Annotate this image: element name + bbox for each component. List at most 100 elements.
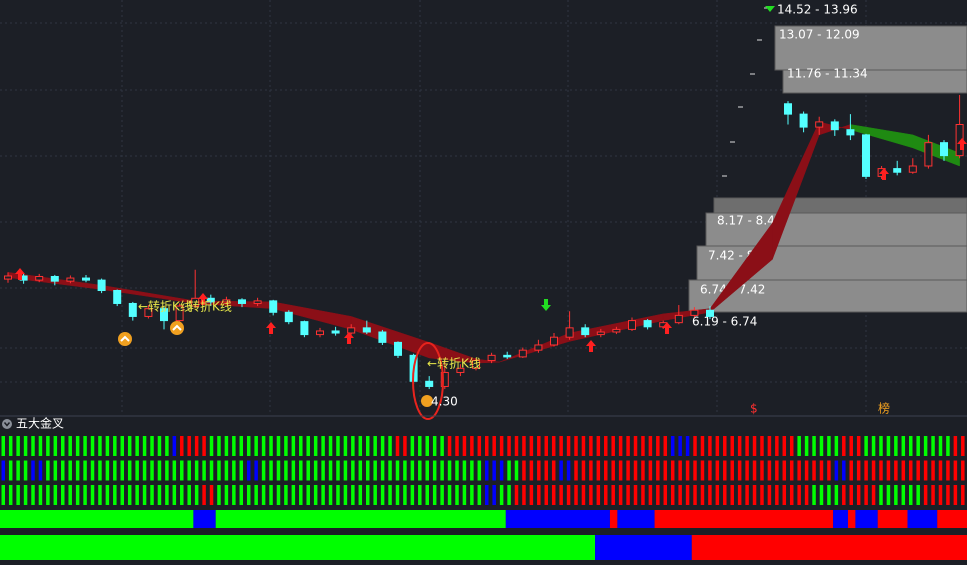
signal-bar: [842, 485, 846, 505]
candle-body: [440, 371, 449, 387]
collapse-button[interactable]: [2, 419, 12, 429]
signal-bar: [1, 460, 5, 481]
signal-bar: [343, 485, 348, 505]
signal-bar: [328, 485, 333, 505]
signal-bar: [953, 485, 958, 505]
signal-bar: [492, 485, 496, 505]
annotation: 转折K线: [188, 299, 232, 314]
signal-bar: [68, 485, 72, 505]
signal-bar: [485, 460, 489, 481]
highlight-ellipse: [412, 342, 444, 420]
candle-body: [862, 134, 870, 177]
signal-bar: [663, 485, 668, 505]
signal-bar: [388, 460, 392, 481]
signal-bar: [604, 436, 608, 456]
signal-band: [609, 510, 618, 528]
signal-bar: [685, 485, 690, 505]
signal-bar: [470, 485, 474, 505]
candle-body: [222, 299, 231, 303]
buy-arrow: [879, 168, 889, 180]
signal-bar: [908, 436, 913, 456]
signal-bar: [105, 460, 110, 481]
signal-bar: [789, 460, 794, 481]
signal-bar: [75, 460, 80, 481]
signal-bar: [938, 485, 943, 505]
signal-bar: [737, 460, 742, 481]
signal-bar: [537, 485, 541, 505]
candle-body: [362, 327, 371, 333]
signal-bar: [700, 485, 705, 505]
candle-body: [4, 275, 12, 280]
signal-bar: [8, 436, 13, 456]
signal-bar: [306, 436, 310, 456]
candle-body: [253, 300, 262, 304]
signal-bar: [618, 460, 623, 481]
signal-bar: [499, 460, 504, 481]
signal-bar: [797, 485, 801, 505]
signal-bar: [894, 460, 898, 481]
signal-bar: [834, 485, 839, 505]
signal-bar: [670, 485, 675, 505]
buy-arrow: [586, 340, 596, 352]
signal-bar: [708, 460, 712, 481]
signal-bar: [455, 485, 459, 505]
signal-bar: [180, 436, 184, 456]
signal-bar: [849, 485, 853, 505]
signal-bar: [894, 436, 898, 456]
chip-zone-label: 11.76 - 11.34: [787, 67, 868, 81]
candle-body: [893, 168, 902, 173]
candle-body: [50, 275, 59, 282]
signal-bar: [730, 460, 734, 481]
signal-bar: [388, 436, 392, 456]
signal-bar: [752, 460, 757, 481]
candle-body: [628, 320, 636, 330]
signal-bar: [782, 436, 787, 456]
signal-bar: [849, 460, 853, 481]
signal-bar: [529, 436, 534, 456]
signal-bar: [849, 436, 853, 456]
signal-bar: [626, 460, 630, 481]
signal-bar: [202, 485, 206, 505]
signal-bar: [269, 485, 273, 505]
signal-bar: [336, 485, 340, 505]
signal-bar: [767, 436, 772, 456]
candle-body: [487, 354, 496, 362]
signal-bar: [678, 460, 682, 481]
signal-bar: [782, 485, 787, 505]
signal-bar: [827, 436, 831, 456]
signal-bar: [886, 436, 891, 456]
signal-bar: [120, 485, 125, 505]
signal-bar: [410, 460, 415, 481]
buy-arrow: [662, 322, 672, 334]
candle-body: [425, 380, 434, 387]
signal-bar: [254, 436, 258, 456]
signal-band: [907, 510, 938, 528]
marker: $: [750, 402, 758, 416]
signal-bar: [418, 460, 422, 481]
candle-body: [347, 327, 356, 334]
signal-bar: [559, 485, 563, 505]
signal-bar: [418, 485, 422, 505]
signal-bar: [670, 436, 675, 456]
signal-bar: [551, 460, 556, 481]
signal-bar: [581, 485, 586, 505]
signal-bar: [604, 460, 608, 481]
signal-bar: [254, 460, 258, 481]
signal-bar: [611, 485, 615, 505]
signal-bar: [343, 460, 348, 481]
signal-bar: [693, 436, 697, 456]
candle-body: [846, 129, 855, 136]
signal-bar: [328, 460, 333, 481]
signal-bar: [752, 436, 757, 456]
candle-body: [799, 113, 808, 128]
signal-bar: [842, 460, 846, 481]
signal-bar: [187, 485, 191, 505]
candle-body: [596, 331, 605, 336]
candle-body: [690, 309, 699, 316]
signal-bar: [633, 436, 638, 456]
signal-band: [654, 510, 834, 528]
signal-bar: [752, 485, 757, 505]
buy-arrow: [957, 138, 967, 150]
signal-bar: [477, 485, 482, 505]
